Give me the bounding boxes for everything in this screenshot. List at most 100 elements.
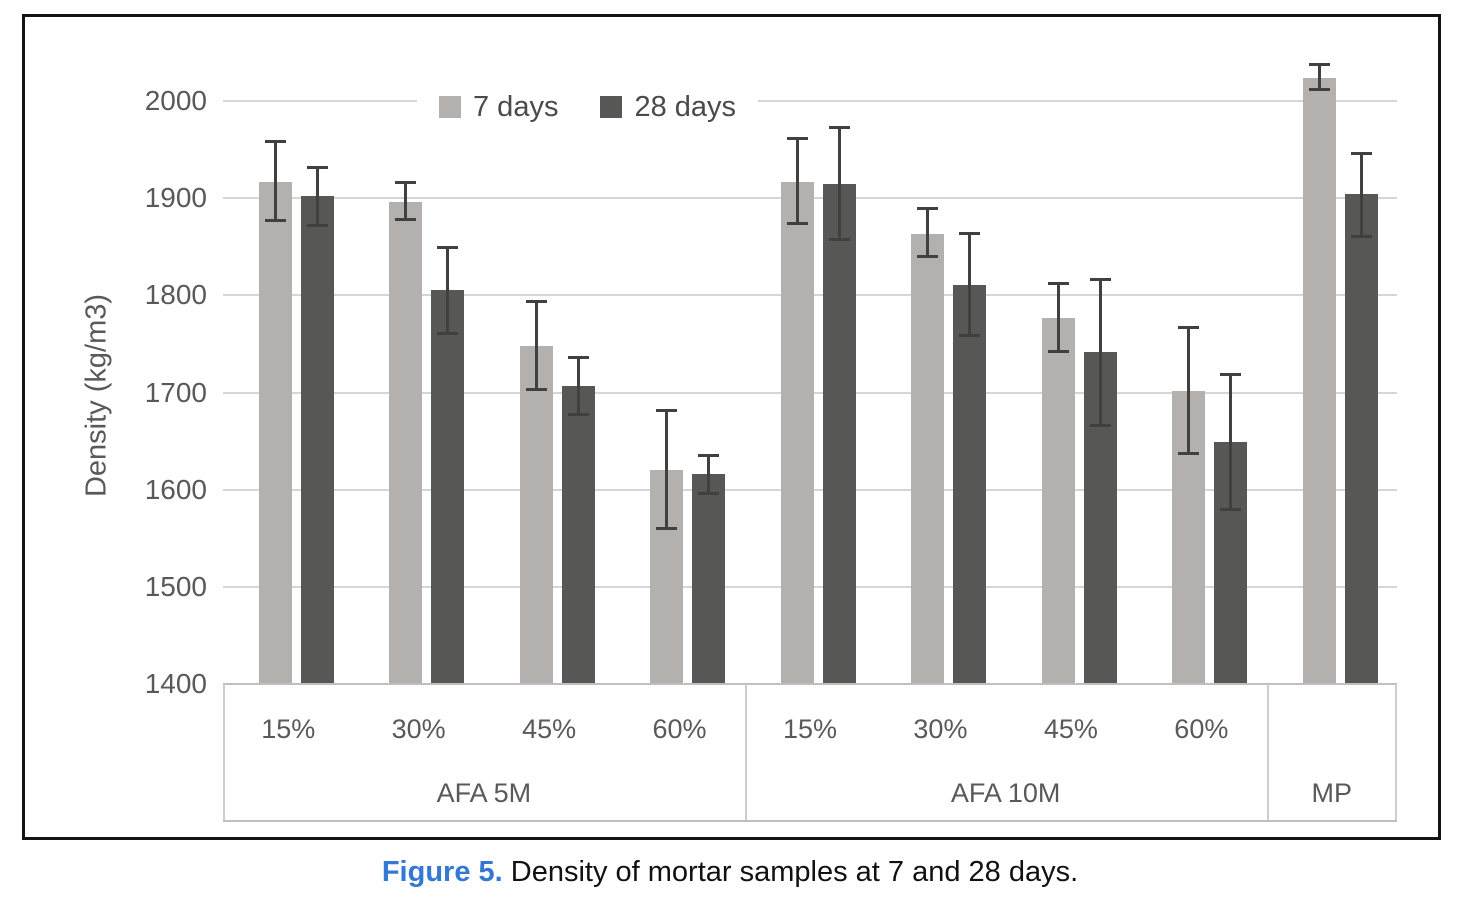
error-cap-bottom-7-days-afa-10m-15- <box>786 222 808 226</box>
bar-7-days-afa-5m-45- <box>519 345 553 684</box>
error-cap-top-7-days-afa-10m-60- <box>1178 326 1200 330</box>
error-bar-28-days-mp-mp <box>1359 151 1363 238</box>
error-cap-top-28-days-afa-5m-30- <box>437 245 459 249</box>
figure-caption-label: Figure 5. <box>381 856 503 888</box>
error-cap-top-7-days-afa-5m-45- <box>525 300 547 304</box>
error-cap-top-28-days-afa-5m-45- <box>567 355 589 359</box>
bar-28-days-afa-5m-60- <box>692 474 726 684</box>
category-label-afa-5m-15: 15% <box>261 714 316 744</box>
error-bar-7-days-afa-10m-15- <box>795 136 799 226</box>
error-bar-7-days-afa-10m-45- <box>1056 281 1060 353</box>
error-cap-top-28-days-afa-10m-15- <box>828 126 850 130</box>
bar-7-days-mp-mp <box>1302 77 1336 684</box>
error-cap-top-7-days-afa-5m-30- <box>395 180 417 184</box>
error-cap-top-28-days-afa-10m-30- <box>959 232 981 236</box>
error-cap-bottom-28-days-afa-5m-15- <box>307 224 328 228</box>
y-tick-1500: 1500 <box>144 570 207 602</box>
error-bar-7-days-afa-10m-30- <box>926 206 930 259</box>
y-tick-1900: 1900 <box>144 182 207 214</box>
error-cap-top-28-days-afa-5m-60- <box>698 453 720 457</box>
error-bar-7-days-afa-5m-30- <box>404 180 408 222</box>
bar-28-days-afa-10m-15- <box>822 183 856 684</box>
legend-entry-7-days: 7 days <box>439 91 558 124</box>
bar-28-days-afa-5m-15- <box>301 196 334 684</box>
category-label-afa-5m-45: 45% <box>522 714 577 744</box>
error-cap-bottom-28-days-mp-mp <box>1350 235 1372 238</box>
chart-legend: 7 days 28 days <box>417 81 759 133</box>
bar-7-days-afa-10m-30- <box>911 234 945 684</box>
error-bar-28-days-afa-10m-45- <box>1098 277 1102 427</box>
chart-figure: Density (kg/m3) 7 days 28 days 1400 1500 16… <box>22 14 1441 840</box>
error-cap-top-28-days-afa-10m-60- <box>1220 373 1242 377</box>
error-bar-7-days-afa-10m-60- <box>1187 326 1191 455</box>
legend-label-7-days: 7 days <box>473 90 559 123</box>
category-label-afa-10m-45: 45% <box>1043 714 1098 744</box>
category-table-bottom-border <box>223 820 1397 822</box>
figure-caption-text: Density of mortar samples at 7 and 28 da… <box>502 856 1079 888</box>
error-cap-bottom-28-days-afa-10m-30- <box>959 334 981 338</box>
y-tick-1400: 1400 <box>144 668 207 699</box>
bar-7-days-afa-5m-30- <box>389 202 423 684</box>
category-label-afa-10m-60: 60% <box>1174 714 1229 744</box>
x-axis-line <box>223 683 1397 685</box>
error-cap-top-7-days-mp-mp <box>1308 63 1330 67</box>
y-tick-1800: 1800 <box>144 279 207 311</box>
error-bar-28-days-afa-10m-60- <box>1229 373 1233 512</box>
error-bar-28-days-afa-5m-15- <box>316 166 319 228</box>
group-label-mp: MP <box>1311 778 1353 808</box>
gridline-2000 <box>223 100 1397 102</box>
error-cap-top-7-days-afa-10m-15- <box>786 136 808 140</box>
category-table-divider-2 <box>1266 684 1269 820</box>
category-table-divider-3 <box>1395 684 1397 820</box>
legend-label-28-days: 28 days <box>634 90 737 123</box>
y-tick-2000: 2000 <box>144 85 207 116</box>
bar-28-days-afa-10m-30- <box>953 284 987 684</box>
error-cap-top-7-days-afa-5m-15- <box>265 139 286 143</box>
error-bar-28-days-afa-10m-15- <box>837 126 841 241</box>
error-cap-bottom-7-days-afa-10m-60- <box>1178 451 1200 455</box>
error-cap-bottom-28-days-afa-5m-30- <box>437 332 459 336</box>
legend-swatch-28-days <box>600 96 623 118</box>
error-bar-28-days-afa-5m-30- <box>446 245 450 336</box>
error-cap-bottom-7-days-afa-5m-60- <box>656 527 678 531</box>
error-cap-top-7-days-afa-10m-45- <box>1047 281 1069 285</box>
error-cap-bottom-7-days-afa-5m-15- <box>265 219 286 223</box>
group-label-afa-10m: AFA 10M <box>950 778 1061 808</box>
error-bar-7-days-afa-5m-60- <box>665 409 669 531</box>
plot-area <box>223 17 1397 684</box>
error-cap-top-28-days-afa-5m-15- <box>307 166 328 170</box>
error-bar-28-days-afa-5m-60- <box>707 453 711 495</box>
error-cap-bottom-28-days-afa-5m-60- <box>698 491 720 495</box>
error-cap-bottom-28-days-afa-10m-60- <box>1220 508 1242 512</box>
bar-28-days-afa-5m-45- <box>561 385 595 684</box>
error-cap-top-28-days-afa-10m-45- <box>1089 277 1111 281</box>
bar-7-days-afa-10m-15- <box>780 181 814 684</box>
error-cap-bottom-7-days-mp-mp <box>1308 88 1330 92</box>
error-cap-bottom-28-days-afa-10m-45- <box>1089 423 1111 427</box>
y-tick-1600: 1600 <box>144 473 207 505</box>
error-bar-7-days-afa-5m-45- <box>534 300 538 391</box>
category-table-divider-0 <box>223 684 225 820</box>
error-bar-28-days-afa-5m-45- <box>576 355 580 416</box>
bar-28-days-afa-5m-30- <box>431 290 465 684</box>
category-label-afa-5m-30: 30% <box>391 714 446 744</box>
y-tick-1700: 1700 <box>144 376 207 408</box>
error-cap-bottom-28-days-afa-5m-45- <box>567 412 589 416</box>
error-cap-bottom-7-days-afa-10m-30- <box>917 255 939 259</box>
legend-entry-28-days: 28 days <box>600 91 736 124</box>
error-bar-28-days-afa-10m-30- <box>968 232 972 338</box>
bar-28-days-mp-mp <box>1344 194 1378 684</box>
error-cap-top-28-days-mp-mp <box>1350 151 1372 155</box>
error-cap-bottom-28-days-afa-10m-15- <box>828 237 850 241</box>
group-label-afa-5m: AFA 5M <box>436 778 532 808</box>
figure-caption: Figure 5. Density of mortar samples at 7… <box>0 856 1460 889</box>
bar-7-days-afa-5m-15- <box>259 181 292 684</box>
error-bar-7-days-afa-5m-15- <box>274 139 277 223</box>
error-cap-bottom-7-days-afa-5m-30- <box>395 218 417 222</box>
error-cap-bottom-7-days-afa-5m-45- <box>525 387 547 391</box>
category-table-divider-1 <box>744 684 747 820</box>
error-cap-top-7-days-afa-10m-30- <box>917 206 939 210</box>
error-bar-7-days-mp-mp <box>1317 63 1321 92</box>
error-cap-bottom-7-days-afa-10m-45- <box>1047 349 1069 353</box>
bar-7-days-afa-10m-45- <box>1041 317 1075 684</box>
